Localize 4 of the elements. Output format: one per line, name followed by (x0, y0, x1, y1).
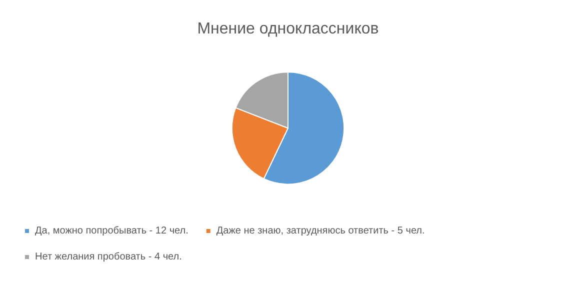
legend-label: Нет желания пробовать - 4 чел. (35, 252, 182, 262)
legend-label: Даже не знаю, затрудняюсь ответить - 5 чел. (216, 226, 425, 236)
chart-title: Мнение одноклассников (197, 20, 379, 38)
legend-label: Да, можно попробывать - 12 чел. (35, 226, 188, 236)
